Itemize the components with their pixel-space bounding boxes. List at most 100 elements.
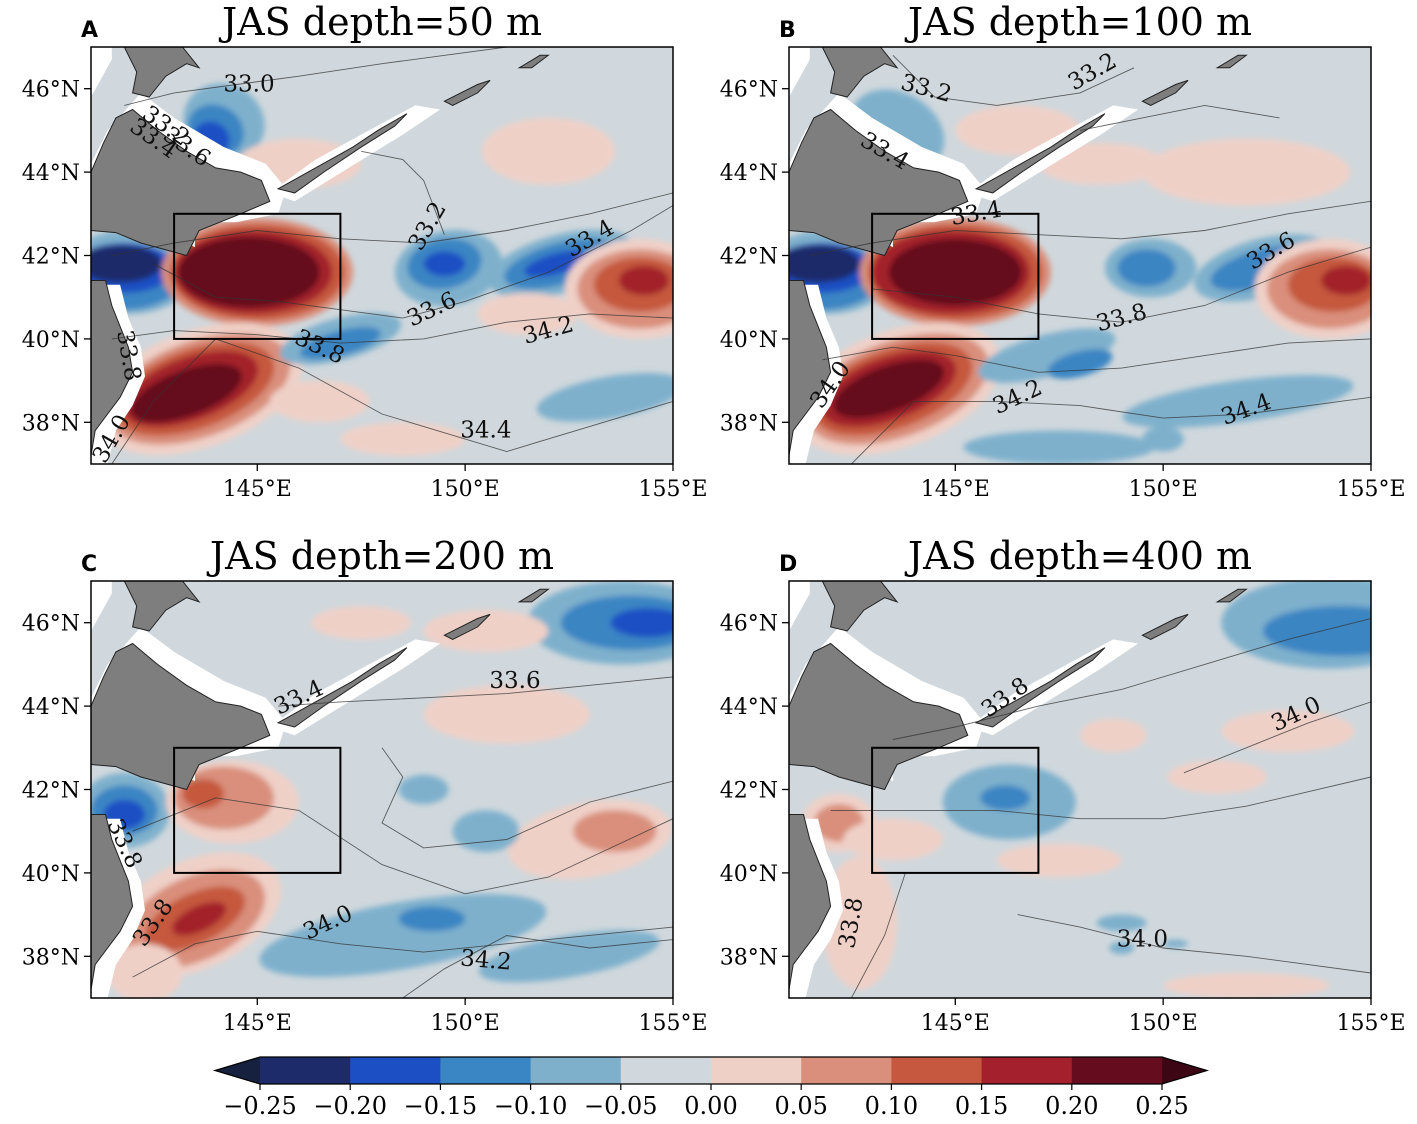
contour-line [1079, 104, 1280, 131]
panel-title: JAS depth=50 m [218, 0, 542, 44]
anomaly-fields [91, 581, 673, 998]
x-tick-label: 145°E [223, 1011, 292, 1036]
colorbar-segment [801, 1057, 892, 1084]
coast-mask-north [789, 581, 810, 631]
colorbar-tick-label: 0.20 [1045, 1092, 1098, 1120]
anomaly-blob [963, 430, 1155, 464]
land [789, 47, 1248, 456]
colorbar-segment [260, 1057, 351, 1084]
land [91, 47, 550, 456]
land-kuril-island [974, 113, 1106, 194]
anomaly-blob [1142, 138, 1351, 206]
x-tick-label: 150°E [431, 1011, 500, 1036]
contour-line [124, 47, 507, 106]
map-area: 33.2 33.233.433.433.633.834.0 34.2 34.4 [789, 47, 1371, 464]
colorbar-extend-low [215, 1057, 260, 1084]
anomaly-fields [801, 581, 1371, 998]
y-tick-label: 44°N [22, 161, 80, 186]
anomaly-blob [178, 236, 320, 308]
y-tick-label: 40°N [720, 328, 778, 353]
contour-label: 33.6 [489, 668, 540, 694]
colorbar-segment [440, 1057, 532, 1084]
contour-line [361, 150, 445, 235]
colorbar-tick-label: −0.15 [404, 1092, 478, 1120]
x-tick-label: 155°E [638, 477, 707, 502]
salinity-contours [830, 618, 1371, 998]
x-tick-label: 150°E [1129, 1011, 1198, 1036]
land-sakhalin [123, 47, 201, 98]
panel-title: JAS depth=200 m [206, 534, 554, 578]
y-tick-label: 42°N [22, 779, 80, 804]
map-area: 33.4 33.633.833.8 34.034.2 [91, 581, 673, 998]
land-honshu [789, 814, 832, 990]
land-honshu [91, 814, 134, 990]
anomaly-blob [172, 902, 226, 936]
colorbar: −0.25 −0.20 −0.15 −0.10 −0.05 0.00 0.05 0.10 0.1… [212, 1056, 1210, 1120]
y-tick-label: 46°N [22, 612, 80, 637]
anomaly-blob [1109, 941, 1135, 955]
anomaly-fields [789, 89, 1371, 464]
anomaly-blob [1080, 718, 1147, 752]
x-tick-label: 155°E [1336, 477, 1405, 502]
x-tick-label: 145°E [921, 477, 990, 502]
study-region-box [173, 746, 342, 874]
y-tick-label: 44°N [720, 695, 778, 720]
land-kuril-island [443, 613, 491, 640]
contour-label: 34.2 [459, 945, 512, 975]
colorbar-segment [530, 1057, 622, 1084]
land-kuril-island [443, 79, 491, 106]
anomaly-blob [340, 422, 466, 456]
colorbar-segment [891, 1057, 983, 1084]
coast-mask-north [91, 581, 112, 631]
anomaly-blob [478, 930, 660, 983]
anomaly-blob [423, 251, 466, 277]
land-kuril-island [517, 588, 550, 603]
colorbar-tick-label: 0.10 [865, 1092, 918, 1120]
salinity-contours [132, 676, 673, 998]
x-tick-label: 145°E [921, 1011, 990, 1036]
anomaly-blob [822, 856, 898, 990]
land-hokkaido [789, 642, 969, 791]
panel-a: 33.033.233.433.633.2 33.433.6 34.233.833.8… [22, 0, 708, 502]
anomaly-blob [91, 245, 162, 283]
anomaly-blob [833, 359, 945, 419]
anomaly-blob [423, 685, 590, 744]
y-tick-label: 40°N [720, 862, 778, 887]
panel-title: JAS depth=100 m [904, 0, 1252, 44]
anomaly-blob [789, 245, 860, 283]
colorbar-segment [981, 1057, 1073, 1084]
anomaly-blob [398, 906, 466, 932]
y-tick-label: 38°N [22, 945, 80, 970]
anomaly-blob [1122, 375, 1354, 428]
land-hokkaido [789, 108, 969, 257]
panel-b: 33.2 33.233.433.433.633.834.0 34.2 34.4 145°… [720, 0, 1406, 502]
land-honshu [91, 280, 134, 456]
anomaly-blob [481, 117, 615, 185]
land [91, 581, 550, 990]
anomaly-blob [1167, 760, 1268, 794]
study-region-box [871, 746, 1040, 874]
panel-title: JAS depth=400 m [904, 534, 1252, 578]
land-kuril-island [1215, 54, 1248, 69]
y-tick-label: 40°N [22, 328, 80, 353]
colorbar-segment [711, 1057, 802, 1084]
contour-line [153, 205, 673, 319]
land-hokkaido [91, 642, 271, 791]
contour-line [132, 926, 673, 978]
panel-letter: B [779, 18, 796, 43]
y-tick-label: 46°N [720, 78, 778, 103]
land-sakhalin [123, 581, 201, 632]
y-tick-label: 42°N [720, 245, 778, 270]
panel-d: 33.8 34.033.8 34.0 145°E 150°E 155°E 46°N 44°N 4… [720, 534, 1406, 1036]
land-hokkaido [91, 108, 271, 257]
land-kuril-island [276, 647, 408, 728]
land-honshu [789, 280, 832, 456]
colorbar-tick-label: 0.15 [955, 1092, 1008, 1120]
map-area: 33.8 34.033.8 34.0 [789, 581, 1371, 998]
contour-line [851, 872, 906, 998]
anomaly-blob [1163, 939, 1189, 948]
anomaly-blob [1096, 914, 1147, 932]
colorbar-tick-label: −0.20 [313, 1092, 387, 1120]
